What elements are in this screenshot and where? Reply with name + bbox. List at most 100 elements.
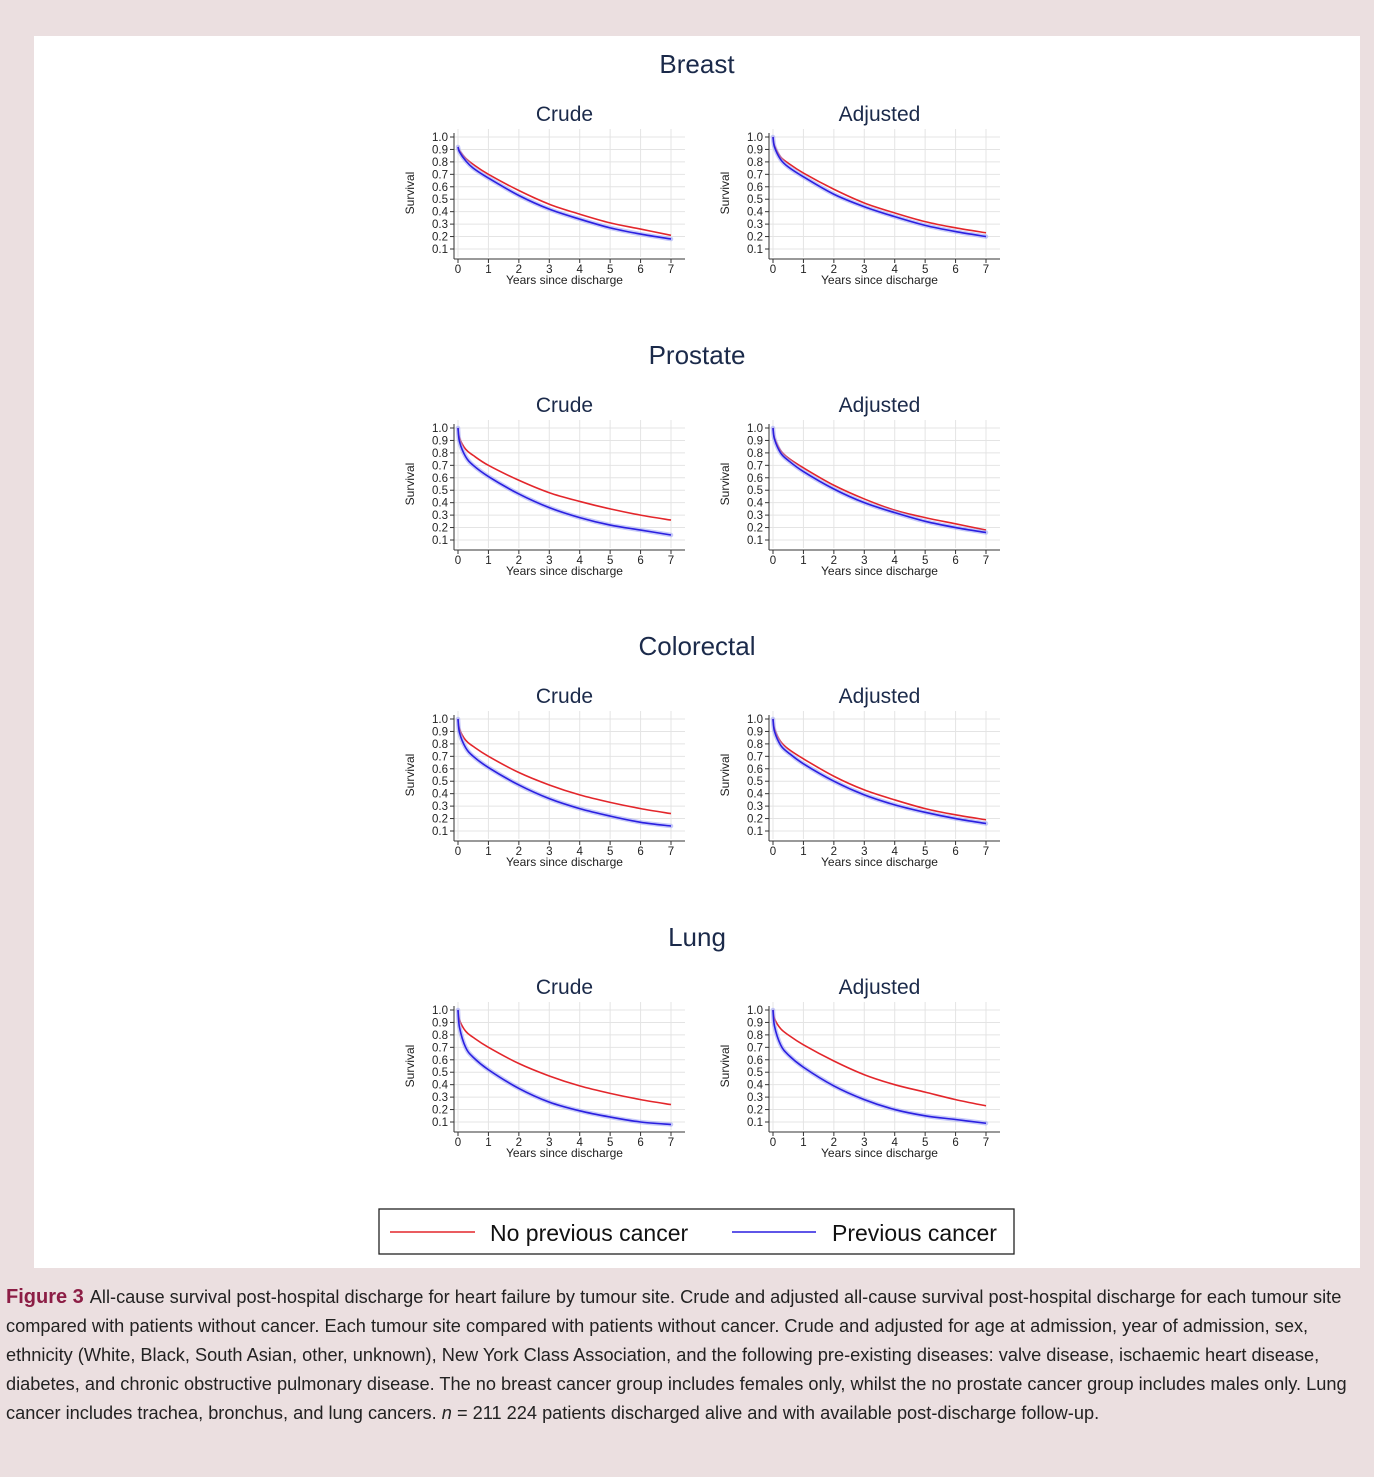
- series-ci-band-previous-cancer: [770, 425, 989, 535]
- y-tick-label: 0.8: [747, 1030, 763, 1042]
- x-axis-title: Years since discharge: [506, 855, 623, 869]
- y-tick-label: 0.6: [747, 764, 763, 776]
- panel-title: Crude: [536, 685, 593, 708]
- series-line-no-previous-cancer: [457, 1009, 672, 1106]
- x-axis-title: Years since discharge: [821, 855, 938, 869]
- panel-title: Adjusted: [839, 103, 921, 126]
- y-tick-label: 0.7: [747, 1042, 763, 1054]
- y-tick-label: 0.6: [432, 1055, 448, 1067]
- y-tick-label: 0.9: [747, 1017, 763, 1029]
- x-tick-label: 5: [922, 264, 928, 276]
- y-axis-title: Survival: [403, 172, 417, 215]
- x-tick-label: 0: [455, 846, 461, 858]
- x-tick-label: 6: [637, 264, 643, 276]
- x-axis-title: Years since discharge: [506, 273, 623, 287]
- x-tick-label: 7: [983, 264, 989, 276]
- series-line-previous-cancer: [772, 1009, 987, 1125]
- series-line-no-previous-cancer: [772, 1009, 987, 1107]
- y-tick-label: 0.3: [432, 219, 448, 231]
- panel-title: Crude: [536, 976, 593, 999]
- series-ci-band-previous-cancer: [455, 425, 674, 538]
- y-tick-label: 0.1: [747, 535, 763, 547]
- y-tick-label: 0.3: [432, 801, 448, 813]
- x-tick-label: 6: [637, 555, 643, 567]
- x-tick-label: 7: [668, 1137, 674, 1149]
- series-line-no-previous-cancer: [772, 718, 987, 821]
- series-line-previous-cancer: [457, 146, 672, 240]
- x-tick-label: 2: [516, 264, 522, 276]
- x-tick-label: 2: [831, 846, 837, 858]
- x-tick-label: 5: [922, 846, 928, 858]
- y-tick-label: 0.2: [432, 232, 448, 244]
- y-tick-label: 0.5: [747, 194, 763, 206]
- x-tick-label: 2: [831, 555, 837, 567]
- y-tick-label: 0.1: [747, 1117, 763, 1129]
- x-tick-label: 0: [770, 264, 776, 276]
- y-tick-label: 0.6: [432, 182, 448, 194]
- x-tick-label: 6: [952, 846, 958, 858]
- x-tick-label: 6: [637, 846, 643, 858]
- x-tick-label: 4: [892, 1137, 899, 1149]
- panel-title: Adjusted: [839, 394, 921, 417]
- y-tick-label: 0.3: [747, 510, 763, 522]
- x-tick-label: 2: [516, 846, 522, 858]
- series-line-previous-cancer: [772, 718, 987, 825]
- chart-colorectal-adjusted: Adjusted 1.00.90.80.70.60.50.40.30.20.1 0 1…: [718, 685, 1000, 869]
- y-tick-label: 0.6: [432, 473, 448, 485]
- y-tick-label: 0.5: [432, 776, 448, 788]
- y-tick-label: 0.5: [747, 485, 763, 497]
- y-tick-label: 0.8: [432, 448, 448, 460]
- x-tick-label: 1: [485, 264, 491, 276]
- x-tick-label: 2: [831, 1137, 837, 1149]
- y-tick-label: 0.3: [432, 1092, 448, 1104]
- caption-n-symbol: n: [441, 1403, 452, 1423]
- x-tick-label: 3: [861, 846, 867, 858]
- x-tick-label: 2: [516, 1137, 522, 1149]
- x-tick-label: 3: [861, 1137, 867, 1149]
- y-tick-label: 0.9: [432, 1017, 448, 1029]
- y-tick-label: 1.0: [432, 132, 448, 144]
- x-axis-title: Years since discharge: [821, 273, 938, 287]
- series-line-previous-cancer: [772, 427, 987, 534]
- x-tick-label: 4: [577, 846, 584, 858]
- panel-title: Crude: [536, 394, 593, 417]
- caption-label: Figure 3: [6, 1286, 84, 1308]
- y-axis-title: Survival: [718, 463, 732, 506]
- y-tick-label: 0.4: [432, 1080, 449, 1092]
- figure-panel: Breast Prostate Colorectal Lung Crude 1.0 0.9 0…: [34, 36, 1360, 1268]
- y-tick-label: 0.8: [747, 739, 763, 751]
- x-axis-title: Years since discharge: [821, 564, 938, 578]
- y-tick-label: 0.2: [747, 814, 763, 826]
- y-tick-label: 0.1: [432, 535, 448, 547]
- y-tick-label: 0.2: [747, 523, 763, 535]
- y-tick-label: 0.3: [432, 510, 448, 522]
- y-tick-label: 0.9: [747, 726, 763, 738]
- x-tick-label: 3: [861, 555, 867, 567]
- legend-label-no-previous: No previous cancer: [490, 1220, 688, 1246]
- x-tick-label: 0: [770, 1137, 776, 1149]
- caption-text-end: = 211 224 patients discharged alive and …: [451, 1403, 1100, 1423]
- x-tick-label: 5: [607, 1137, 613, 1149]
- series-ci-band-previous-cancer: [455, 144, 674, 242]
- series-ci-band-previous-cancer: [770, 1007, 989, 1126]
- y-axis-title: Survival: [718, 172, 732, 215]
- y-tick-label: 1.0: [747, 132, 763, 144]
- y-tick-label: 0.5: [747, 1067, 763, 1079]
- y-tick-label: 1.0: [432, 1005, 448, 1017]
- y-tick-label: 0.7: [747, 169, 763, 181]
- y-axis-title: Survival: [403, 754, 417, 797]
- y-tick-label: 0.2: [432, 814, 448, 826]
- x-tick-label: 5: [922, 1137, 928, 1149]
- y-tick-label: 0.1: [432, 1117, 448, 1129]
- x-tick-label: 7: [668, 846, 674, 858]
- x-tick-label: 1: [485, 1137, 491, 1149]
- x-tick-label: 6: [952, 264, 958, 276]
- y-tick-label: 0.3: [747, 1092, 763, 1104]
- y-tick-label: 0.7: [432, 169, 448, 181]
- chart-lung-adjusted: Adjusted 1.00.90.80.70.60.50.40.30.20.1 0 1…: [718, 976, 1000, 1160]
- y-tick-label: 1.0: [747, 1005, 763, 1017]
- chart-prostate-adjusted: Adjusted 1.00.90.80.70.60.50.40.30.20.1 0 1…: [718, 394, 1000, 578]
- site-title-prostate: Prostate: [649, 340, 746, 370]
- y-tick-label: 0.8: [432, 1030, 448, 1042]
- x-tick-label: 4: [577, 264, 584, 276]
